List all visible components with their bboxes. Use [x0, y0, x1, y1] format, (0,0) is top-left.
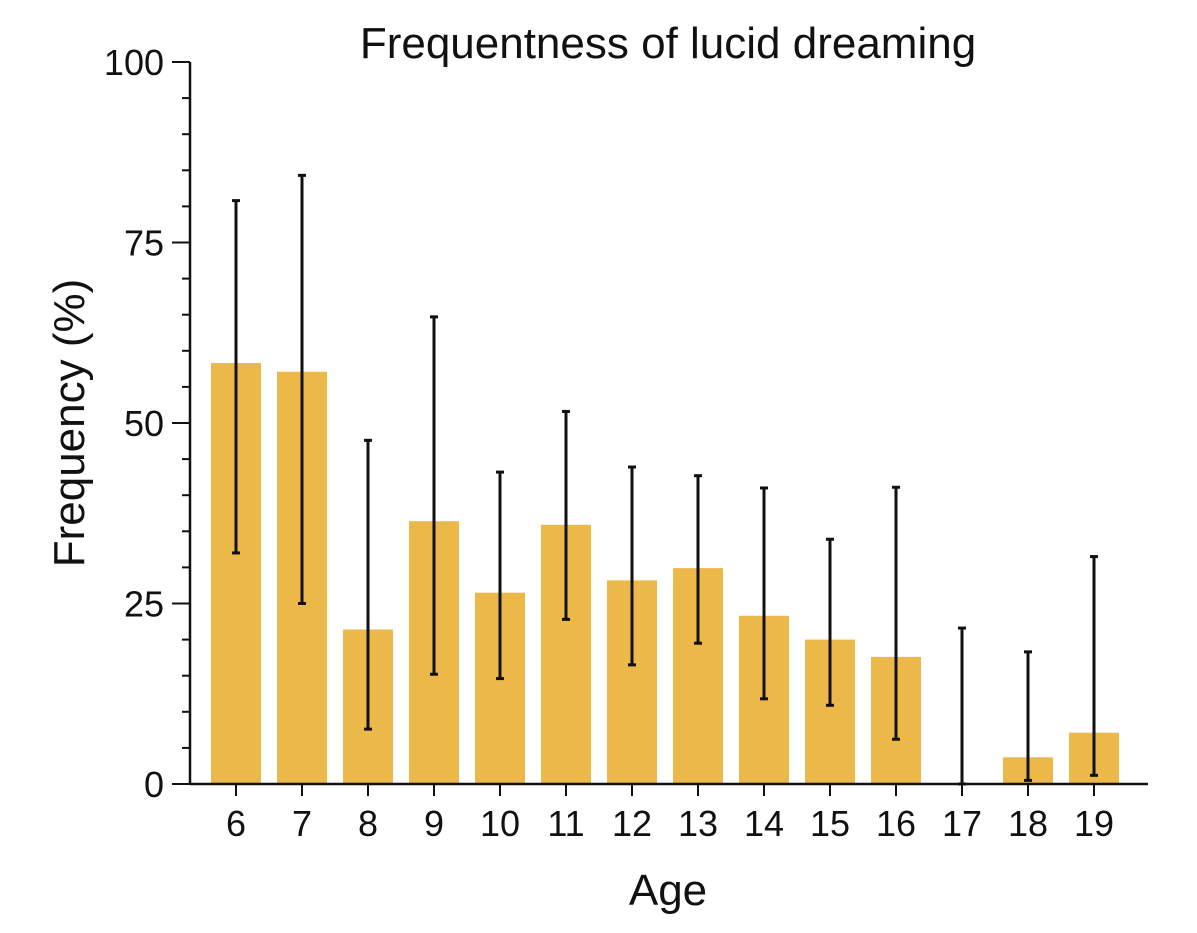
x-tick-label-15: 15	[810, 803, 850, 844]
x-tick-label-10: 10	[480, 803, 520, 844]
x-tick-label-18: 18	[1008, 803, 1048, 844]
x-tick-label-8: 8	[358, 803, 378, 844]
x-tick-label-9: 9	[424, 803, 444, 844]
x-tick-label-19: 19	[1074, 803, 1114, 844]
x-tick-label-6: 6	[226, 803, 246, 844]
x-tick-label-16: 16	[876, 803, 916, 844]
y-tick-label-0: 0	[144, 764, 164, 805]
chart-title: Frequentness of lucid dreaming	[360, 19, 976, 68]
y-tick-label-50: 50	[124, 403, 164, 444]
x-tick-label-13: 13	[678, 803, 718, 844]
y-tick-label-75: 75	[124, 223, 164, 264]
bars-group	[211, 363, 1119, 784]
x-tick-label-11: 11	[547, 803, 584, 844]
x-tick-label-14: 14	[744, 803, 784, 844]
x-tick-label-17: 17	[942, 803, 982, 844]
y-tick-label-100: 100	[104, 42, 164, 83]
y-axis-label: Frequency (%)	[45, 279, 94, 568]
y-tick-label-25: 25	[124, 584, 164, 625]
x-tick-label-7: 7	[292, 803, 312, 844]
x-tick-label-12: 12	[612, 803, 652, 844]
axes-group: 6 7 8 9 10 11 12 13 14 15 16 17 18 19 0 25 50 75 100	[104, 42, 1148, 844]
x-axis-label: Age	[629, 866, 707, 915]
